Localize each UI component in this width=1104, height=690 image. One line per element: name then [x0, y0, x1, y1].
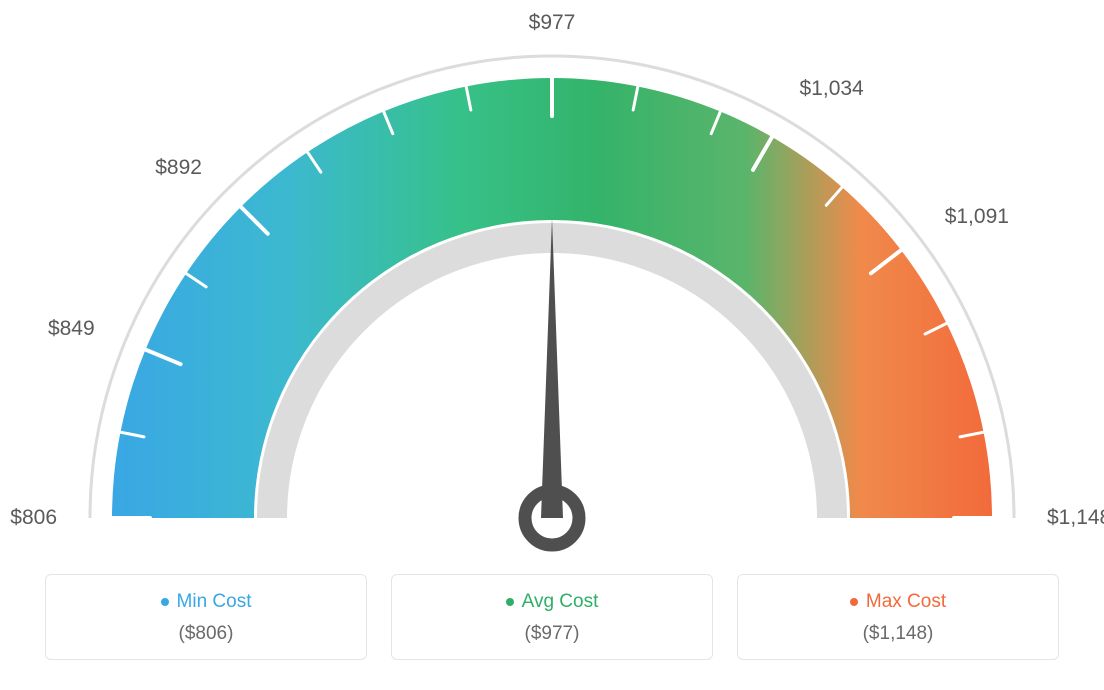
legend-min-title: Min Cost — [161, 591, 252, 613]
gauge-tick-label: $1,034 — [800, 77, 864, 101]
gauge-chart-container: $806 $849 $892 $977 $1,034 $1,091 $1,148 Min C… — [0, 0, 1104, 690]
legend-min-title-text: Min Cost — [177, 591, 252, 613]
gauge-tick-label: $1,091 — [945, 205, 1009, 229]
legend-avg-title-text: Avg Cost — [522, 591, 599, 613]
legend-max-title: Max Cost — [850, 591, 946, 613]
legend-max-box: Max Cost ($1,148) — [737, 574, 1059, 660]
gauge-tick-label: $892 — [132, 156, 202, 180]
gauge-svg — [0, 8, 1104, 608]
legend-avg-value: ($977) — [392, 623, 712, 645]
legend-avg-box: Avg Cost ($977) — [391, 574, 713, 660]
legend-max-value: ($1,148) — [738, 623, 1058, 645]
gauge-tick-label: $977 — [517, 11, 587, 35]
legend-row: Min Cost ($806) Avg Cost ($977) Max Cost… — [0, 574, 1104, 660]
gauge-area: $806 $849 $892 $977 $1,034 $1,091 $1,148 — [0, 0, 1104, 560]
legend-max-title-text: Max Cost — [866, 591, 946, 613]
legend-min-box: Min Cost ($806) — [45, 574, 367, 660]
gauge-tick-label: $849 — [25, 317, 95, 341]
legend-min-value: ($806) — [46, 623, 366, 645]
legend-avg-dot — [506, 598, 514, 606]
gauge-tick-label: $806 — [0, 506, 57, 530]
legend-min-dot — [161, 598, 169, 606]
legend-max-dot — [850, 598, 858, 606]
gauge-tick-label: $1,148 — [1047, 506, 1104, 530]
legend-avg-title: Avg Cost — [506, 591, 599, 613]
